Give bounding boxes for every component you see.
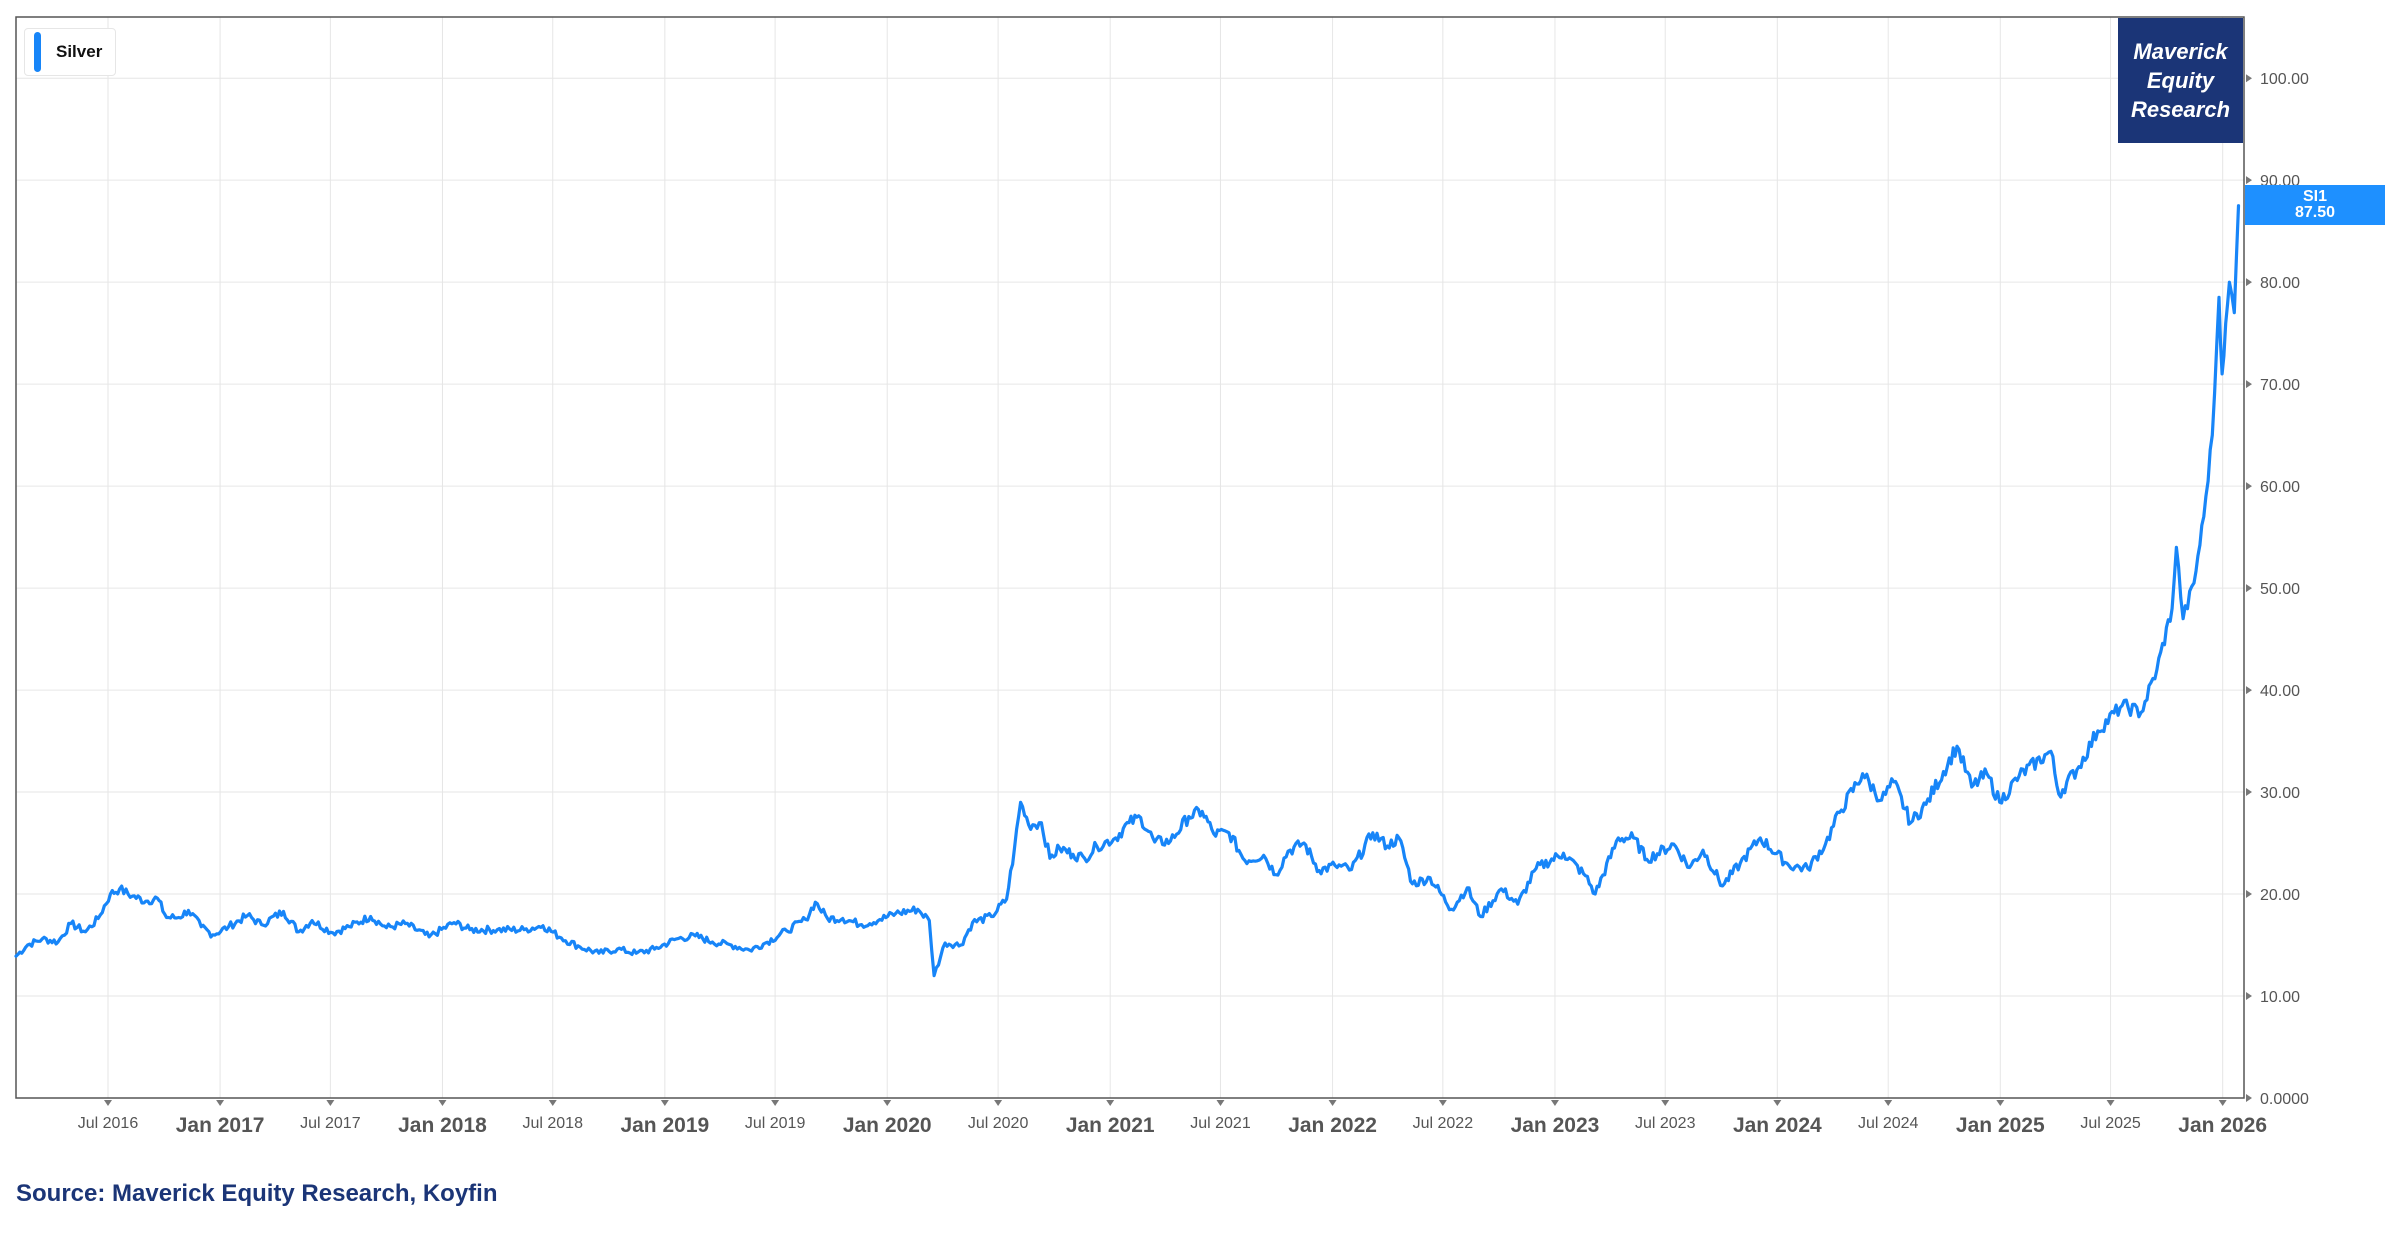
x-tick-marker <box>438 1100 447 1106</box>
y-tick-marker <box>2246 584 2252 593</box>
x-tick-label: Jul 2023 <box>1635 1115 1696 1132</box>
x-tick-marker <box>1884 1100 1893 1106</box>
legend-swatch-silver <box>34 32 41 72</box>
last-price-tag: SI1 87.50 <box>2245 185 2385 225</box>
brand-line-2: Equity <box>2146 68 2215 93</box>
x-tick-label: Jul 2025 <box>2080 1115 2141 1132</box>
x-tick-label: Jan 2019 <box>620 1114 709 1137</box>
x-tick-label: Jul 2019 <box>745 1115 806 1132</box>
x-tick-marker <box>883 1100 892 1106</box>
y-tick-marker <box>2246 482 2252 491</box>
x-tick-label: Jan 2026 <box>2178 1114 2267 1137</box>
x-tick-label: Jul 2022 <box>1413 1115 1474 1132</box>
x-tick-marker <box>1106 1100 1115 1106</box>
x-tick-label: Jul 2017 <box>300 1115 361 1132</box>
series-layer <box>14 204 2241 978</box>
x-tick-marker <box>1661 1100 1670 1106</box>
y-tick-marker <box>2246 278 2252 287</box>
price-tag-ticker: SI1 <box>2302 188 2327 205</box>
plot-frame <box>15 16 2245 1099</box>
x-tick-marker <box>1996 1100 2005 1106</box>
y-tick-marker <box>2246 1094 2252 1102</box>
y-tick-marker <box>2246 890 2252 899</box>
source-caption: Source: Maverick Equity Research, Koyfin <box>16 1180 498 1207</box>
x-tick-label: Jul 2020 <box>968 1115 1029 1132</box>
x-tick-label: Jan 2020 <box>843 1114 932 1137</box>
y-tick-label: 100.00 <box>2260 71 2309 88</box>
y-tick-label: 30.00 <box>2260 785 2300 802</box>
x-tick-marker <box>216 1100 225 1106</box>
y-tick-marker <box>2246 176 2252 185</box>
x-tick-marker <box>103 1100 112 1106</box>
y-tick-marker <box>2246 686 2252 695</box>
x-tick-label: Jul 2024 <box>1858 1115 1919 1132</box>
y-tick-marker <box>2246 788 2252 797</box>
x-tick-marker <box>1328 1100 1337 1106</box>
x-tick-marker <box>548 1100 557 1106</box>
y-tick-label: 0.0000 <box>2260 1091 2309 1108</box>
y-tick-marker <box>2246 74 2252 83</box>
price-tag-value: 87.50 <box>2294 204 2336 221</box>
x-tick-label: Jul 2021 <box>1190 1115 1251 1132</box>
y-tick-label: 20.00 <box>2260 887 2300 904</box>
y-tick-label: 70.00 <box>2260 377 2300 394</box>
x-tick-label: Jan 2025 <box>1956 1114 2045 1137</box>
x-tick-label: Jul 2016 <box>78 1115 139 1132</box>
series-line-silver <box>14 204 2241 978</box>
x-tick-label: Jan 2018 <box>398 1114 487 1137</box>
x-tick-marker <box>2106 1100 2115 1106</box>
x-tick-marker <box>1216 1100 1225 1106</box>
y-tick-label: 80.00 <box>2260 275 2300 292</box>
brand-line-1: Maverick <box>2133 39 2228 64</box>
x-tick-marker <box>771 1100 780 1106</box>
y-tick-label: 60.00 <box>2260 479 2300 496</box>
x-tick-marker <box>1550 1100 1559 1106</box>
axes: 0.0000 10.00 20.00 30.00 40.00 50.00 60.00 70.0… <box>15 16 2309 1137</box>
gridlines <box>16 17 2244 1098</box>
y-tick-label: 40.00 <box>2260 683 2300 700</box>
y-tick-label: 10.00 <box>2260 989 2300 1006</box>
x-tick-marker <box>2218 1100 2227 1106</box>
x-tick-label: Jan 2022 <box>1288 1114 1377 1137</box>
legend[interactable]: Silver <box>24 28 116 76</box>
y-tick-marker <box>2246 380 2252 389</box>
x-tick-marker <box>994 1100 1003 1106</box>
x-tick-label: Jan 2017 <box>176 1114 265 1137</box>
brand-logo: Maverick Equity Research <box>2118 18 2243 143</box>
x-tick-label: Jan 2023 <box>1511 1114 1600 1137</box>
x-tick-label: Jul 2018 <box>522 1115 583 1132</box>
x-tick-label: Jan 2021 <box>1066 1114 1155 1137</box>
y-tick-marker <box>2246 992 2252 1001</box>
x-tick-marker <box>1773 1100 1782 1106</box>
x-tick-marker <box>660 1100 669 1106</box>
y-tick-label: 50.00 <box>2260 581 2300 598</box>
x-tick-marker <box>1438 1100 1447 1106</box>
x-tick-label: Jan 2024 <box>1733 1114 1822 1137</box>
x-tick-marker <box>326 1100 335 1106</box>
brand-line-3: Research <box>2130 97 2231 122</box>
legend-label-silver: Silver <box>56 42 103 61</box>
